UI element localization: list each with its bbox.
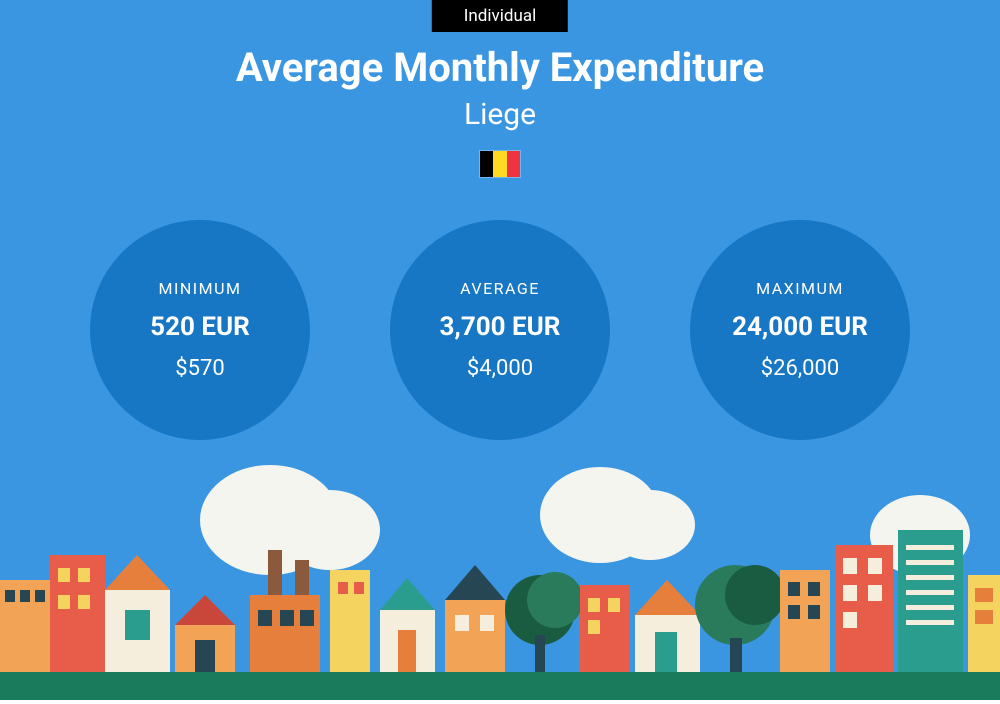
city-subtitle: Liege bbox=[0, 97, 1000, 132]
stat-sub-value: $570 bbox=[175, 356, 224, 381]
flag-stripe-2 bbox=[493, 151, 506, 177]
stat-main-value: 24,000 EUR bbox=[732, 312, 868, 342]
stat-label: AVERAGE bbox=[460, 279, 540, 298]
city-svg bbox=[0, 460, 1000, 700]
stat-minimum: MINIMUM 520 EUR $570 bbox=[90, 220, 310, 440]
stat-maximum: MAXIMUM 24,000 EUR $26,000 bbox=[690, 220, 910, 440]
flag-stripe-3 bbox=[507, 151, 520, 177]
country-flag bbox=[0, 150, 1000, 178]
cityscape-illustration bbox=[0, 460, 1000, 700]
stat-main-value: 3,700 EUR bbox=[440, 312, 561, 342]
belgium-flag-icon bbox=[479, 150, 521, 178]
stat-average: AVERAGE 3,700 EUR $4,000 bbox=[390, 220, 610, 440]
infographic-container: Individual Average Monthly Expenditure L… bbox=[0, 0, 1000, 700]
flag-stripe-1 bbox=[480, 151, 493, 177]
stat-label: MAXIMUM bbox=[756, 279, 844, 298]
stat-sub-value: $4,000 bbox=[467, 356, 533, 381]
stat-sub-value: $26,000 bbox=[761, 356, 840, 381]
stats-row: MINIMUM 520 EUR $570 AVERAGE 3,700 EUR $… bbox=[0, 220, 1000, 440]
category-badge: Individual bbox=[432, 0, 568, 32]
stat-label: MINIMUM bbox=[159, 279, 242, 298]
stat-main-value: 520 EUR bbox=[150, 312, 250, 342]
